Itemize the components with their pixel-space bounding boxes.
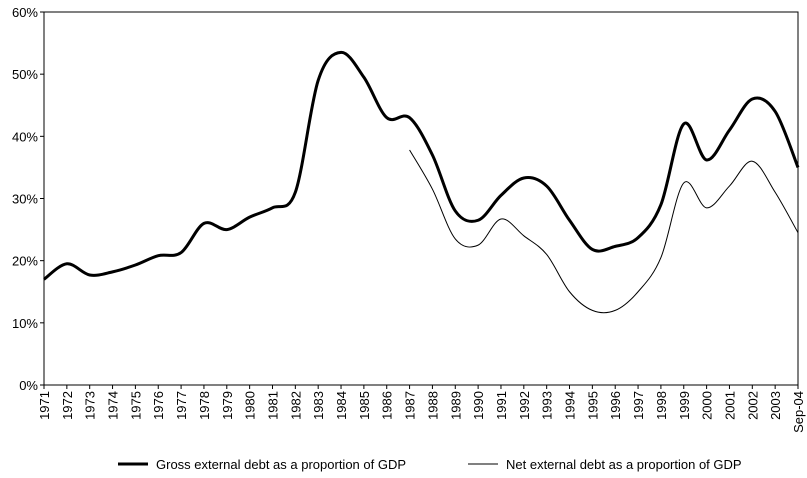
x-tick-label: 1995 [585, 391, 600, 420]
x-tick-label: 1987 [403, 391, 418, 420]
x-tick-label: 2003 [768, 391, 783, 420]
x-tick-label: 1993 [540, 391, 555, 420]
x-tick-label: 1998 [654, 391, 669, 420]
x-tick-label: 1985 [357, 391, 372, 420]
x-tick-label: 1971 [37, 391, 52, 420]
x-tick-label: 1988 [425, 391, 440, 420]
x-tick-label: 2000 [700, 391, 715, 420]
series-line [43, 50, 800, 281]
y-tick-label: 40% [12, 129, 38, 144]
x-tick-label: 1978 [197, 391, 212, 420]
series-line [409, 149, 799, 314]
x-tick-label: 2002 [745, 391, 760, 420]
x-tick-label: 1990 [471, 391, 486, 420]
x-tick-label: 1976 [151, 391, 166, 420]
x-tick-label: 1984 [334, 391, 349, 420]
y-tick-label: 20% [12, 254, 38, 269]
y-tick-label: 30% [12, 192, 38, 207]
y-tick-label: 10% [12, 316, 38, 331]
x-tick-label: 1999 [677, 391, 692, 420]
x-tick-label: 1974 [106, 391, 121, 420]
x-tick-label: 1997 [631, 391, 646, 420]
x-tick-label: 1989 [448, 391, 463, 420]
x-tick-label: 1980 [243, 391, 258, 420]
y-tick-label: 60% [12, 5, 38, 20]
x-tick-label: 1983 [311, 391, 326, 420]
x-tick-label: 1992 [517, 391, 532, 420]
legend-label: Net external debt as a proportion of GDP [506, 457, 742, 472]
y-tick-label: 50% [12, 67, 38, 82]
x-tick-label: 1973 [83, 391, 98, 420]
legend-label: Gross external debt as a proportion of G… [156, 457, 406, 472]
x-tick-label: Sep-04 [791, 391, 806, 433]
x-tick-label: 1979 [220, 391, 235, 420]
x-tick-label: 1996 [608, 391, 623, 420]
x-tick-label: 1975 [128, 391, 143, 420]
x-tick-label: 1972 [60, 391, 75, 420]
x-tick-label: 1981 [265, 391, 280, 420]
x-tick-label: 1982 [288, 391, 303, 420]
x-tick-label: 1977 [174, 391, 189, 420]
x-tick-label: 1994 [563, 391, 578, 420]
x-tick-label: 1991 [494, 391, 509, 420]
x-tick-label: 2001 [722, 391, 737, 420]
x-tick-label: 1986 [380, 391, 395, 420]
plot-frame [43, 11, 799, 386]
y-tick-label: 0% [19, 378, 38, 393]
